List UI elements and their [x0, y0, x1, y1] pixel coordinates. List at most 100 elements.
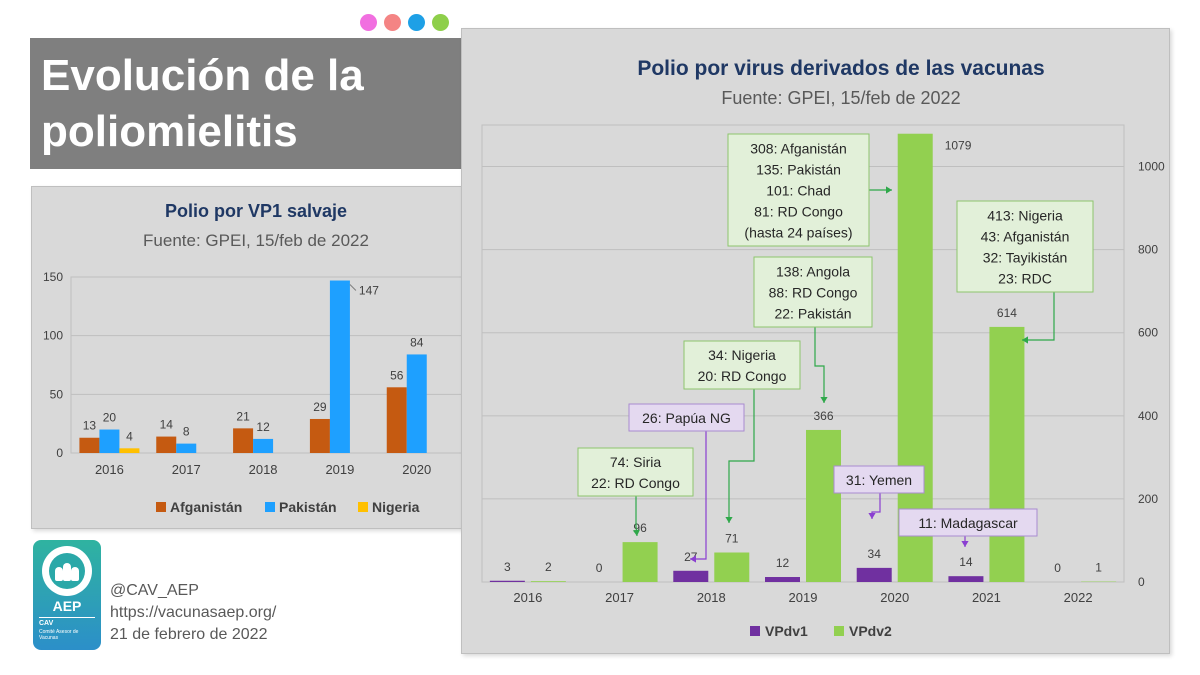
website-link[interactable]: https://vacunasaep.org/ [110, 604, 277, 621]
twitter-handle[interactable]: @CAV_AEP [110, 582, 199, 599]
chart2-x-tick-label: 2021 [972, 590, 1001, 605]
chart2-callout-leader [814, 327, 825, 403]
chart1-bar [386, 387, 407, 453]
chart2-data-label: 14 [959, 555, 973, 569]
chart2-bar [897, 133, 933, 582]
chart2-data-label: 0 [1054, 561, 1061, 575]
chart2-x-tick-label: 2018 [697, 590, 726, 605]
chart2-bar [856, 567, 892, 582]
chart2-callout-arrowhead [725, 517, 733, 523]
chart2-y-tick-label: 600 [1138, 326, 1158, 340]
chart1-legend-swatch [265, 502, 275, 512]
chart2-bar [989, 326, 1025, 582]
chart2-callout-text: 308: Afganistán [750, 141, 847, 157]
chart2-data-label: 1 [1095, 561, 1102, 575]
chart1-x-tick-label: 2018 [249, 462, 278, 477]
wild-polio-chart-panel: Polio por VP1 salvaje Fuente: GPEI, 15/fe… [31, 186, 543, 529]
chart1-bar [406, 354, 427, 453]
chart2-callout-arrowhead [820, 397, 828, 403]
chart2-callout-leader [728, 389, 755, 523]
chart2-callout-box [683, 340, 801, 390]
chart1-legend-label: Nigeria [372, 499, 420, 515]
chart2-y-tick-label: 0 [1138, 575, 1145, 589]
chart1-x-tick-label: 2019 [325, 462, 354, 477]
chart1-x-tick-label: 2017 [172, 462, 201, 477]
footer-date: 21 de febrero de 2022 [110, 626, 268, 643]
chart2-data-label: 1079 [945, 139, 972, 153]
chart2-callout-box [628, 403, 745, 432]
chart2-callout-text: 20: RD Congo [698, 368, 787, 384]
chart2-title: Polio por virus derivados de las vacunas [637, 57, 1044, 80]
green-dot [432, 14, 449, 31]
chart1-y-tick-label: 50 [50, 387, 64, 401]
chart2-callout-box [577, 447, 694, 497]
slide-title-box: Evolución de la poliomielitis [30, 38, 499, 169]
chart2-x-tick-label: 2020 [880, 590, 909, 605]
chart2-y-tick-label: 200 [1138, 492, 1158, 506]
chart2-x-tick-label: 2016 [513, 590, 542, 605]
chart1-data-label: 84 [410, 335, 424, 349]
footer-info: @CAV_AEP https://vacunasaep.org/ 21 de f… [110, 580, 276, 646]
chart2-bar [530, 581, 566, 582]
chart1-data-label: 147 [359, 284, 379, 298]
chart1-data-label: 12 [256, 420, 270, 434]
chart2-data-label: 71 [725, 532, 739, 546]
chart2-callout-text: 138: Angola [776, 264, 850, 280]
chart2-bar [622, 542, 658, 582]
chart1-legend-label: Afganistán [170, 499, 242, 515]
chart2-x-tick-label: 2017 [605, 590, 634, 605]
blue-dot [408, 14, 425, 31]
chart2-callout-text: 43: Afganistán [981, 229, 1070, 245]
chart1-bar [233, 428, 254, 453]
chart2-subtitle: Fuente: GPEI, 15/feb de 2022 [721, 88, 960, 108]
slide-title: Evolución de la poliomielitis [41, 48, 364, 160]
chart1-data-label: 13 [83, 419, 97, 433]
chart2-callout-text: 34: Nigeria [708, 347, 776, 363]
chart2-bar [806, 429, 841, 582]
chart2-callout-box [727, 133, 870, 247]
chart1-legend-swatch [358, 502, 368, 512]
slide-title-line1: Evolución de la [41, 51, 364, 100]
chart1-bar [156, 436, 177, 453]
chart2-bar [765, 577, 800, 582]
chart1-y-tick-label: 0 [56, 446, 63, 460]
logo-cav-subtitle: Comité Asesor de Vacunas [39, 629, 79, 641]
chart1-data-label: 29 [313, 400, 327, 414]
chart2-callout-text: 88: RD Congo [769, 285, 858, 301]
vaccine-derived-polio-chart-panel: Polio por virus derivados de las vacunas… [461, 28, 1170, 654]
chart2-y-tick-label: 400 [1138, 409, 1158, 423]
chart1-x-tick-label: 2016 [95, 462, 124, 477]
chart2-callout-box [833, 465, 925, 494]
chart2-callout-arrowhead [868, 513, 876, 519]
chart1-bar [309, 418, 330, 453]
chart1-leader-line [349, 284, 357, 291]
logo-aep-text: AEP [52, 598, 82, 614]
chart2-legend-label: VPdv1 [765, 623, 808, 639]
chart1-title: Polio por VP1 salvaje [165, 201, 347, 221]
chart1-bar [79, 437, 100, 453]
chart2-data-label: 366 [813, 409, 833, 423]
chart2-callout-leader [1022, 292, 1055, 341]
pink-dot [360, 14, 377, 31]
chart2-callout-text: 81: RD Congo [754, 204, 843, 220]
slide-title-line2: poliomielitis [41, 107, 298, 156]
chart2-data-label: 0 [596, 561, 603, 575]
logo-emblem [42, 546, 92, 596]
chart1-bar [176, 443, 197, 453]
chart2-bar [714, 552, 750, 582]
chart2-callout-text: 31: Yemen [846, 472, 912, 488]
chart2-callout-text: 22: RD Congo [591, 475, 680, 491]
chart2-x-tick-label: 2019 [789, 590, 818, 605]
vaccine-derived-polio-chart: Polio por virus derivados de las vacunas… [481, 57, 1165, 639]
chart2-callout-arrowhead [886, 186, 892, 194]
chart2-legend-swatch [750, 626, 760, 636]
chart1-y-tick-label: 150 [43, 270, 63, 284]
chart1-bar [329, 280, 350, 453]
chart1-data-label: 21 [236, 409, 250, 423]
chart1-subtitle: Fuente: GPEI, 15/feb de 2022 [143, 231, 369, 250]
chart1-bar [253, 438, 274, 453]
chart1-data-label: 20 [103, 411, 117, 425]
chart2-callout-text: 74: Siria [610, 454, 662, 470]
chart2-callout-text: 32: Tayikistán [983, 250, 1068, 266]
chart2-bar [489, 580, 525, 582]
